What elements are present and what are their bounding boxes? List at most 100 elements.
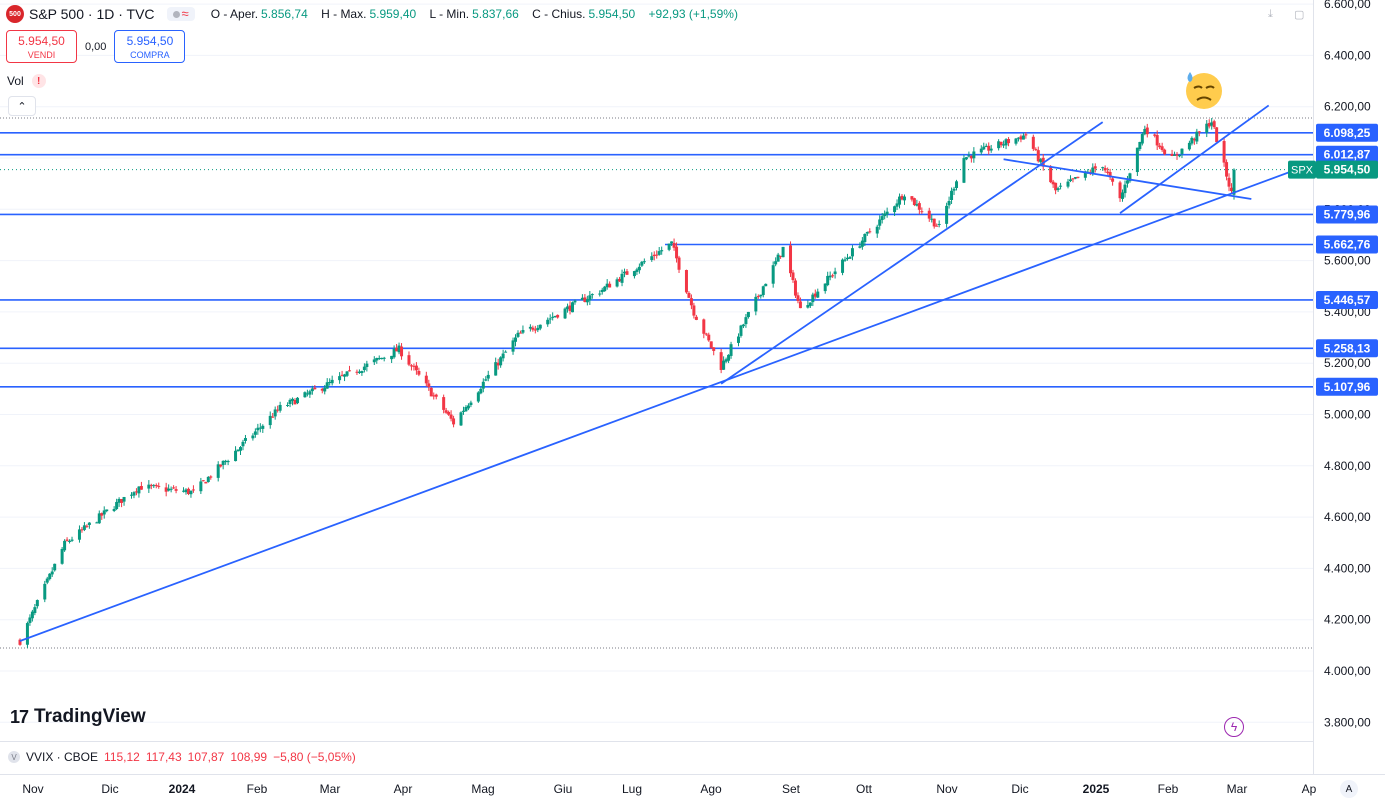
- time-tick: Ott: [855, 782, 873, 796]
- candle: [1106, 167, 1110, 175]
- candle-body: [464, 406, 468, 412]
- candle: [868, 228, 872, 234]
- candle: [566, 303, 570, 313]
- warning-icon[interactable]: !: [31, 74, 46, 88]
- candle: [469, 400, 473, 408]
- candle: [204, 481, 208, 484]
- candle: [186, 487, 190, 496]
- candle-body: [655, 254, 659, 256]
- candle: [291, 397, 295, 406]
- candle-body: [538, 324, 542, 329]
- candle-body: [585, 299, 589, 303]
- time-tick: 2025: [1082, 782, 1110, 796]
- candle-body: [598, 293, 602, 295]
- candle: [100, 512, 104, 520]
- candle: [848, 256, 852, 259]
- candle-body: [935, 225, 939, 227]
- candle: [377, 355, 381, 360]
- candle-body: [43, 583, 47, 600]
- candle: [504, 350, 508, 353]
- auto-scale-button[interactable]: A: [1340, 780, 1358, 798]
- candle-body: [1039, 159, 1043, 163]
- candle-body: [293, 399, 297, 405]
- candle-body: [102, 510, 106, 515]
- candle: [122, 496, 126, 506]
- candle: [236, 449, 240, 452]
- level-label-bg: [1316, 123, 1378, 142]
- time-axis[interactable]: A Nov Dic 2024 Feb Mar Apr Mag Giu Lug Ago Set Ott N…: [0, 774, 1385, 808]
- time-tick: Dic: [101, 782, 119, 796]
- candle: [791, 269, 795, 283]
- candle-body: [234, 450, 238, 462]
- time-tick: Mar: [319, 782, 341, 796]
- candle: [35, 599, 39, 609]
- candle-body: [330, 379, 334, 384]
- candle: [68, 539, 72, 544]
- candle-body: [972, 151, 976, 159]
- candle-body: [286, 404, 290, 406]
- vvix-pane[interactable]: V VVIX · CBOE 115,12 117,43 107,87 108,9…: [0, 741, 1313, 774]
- candle-body: [997, 141, 1001, 149]
- candle-body: [476, 392, 480, 402]
- trendline: [1119, 104, 1270, 214]
- candle-body: [885, 211, 889, 215]
- maximize-icon[interactable]: ▢: [1294, 9, 1305, 21]
- collapse-legend-button[interactable]: ⌃: [8, 96, 36, 116]
- volume-legend: Vol !: [7, 74, 46, 88]
- symbol-title[interactable]: S&P 500 · 1D · TVC: [29, 6, 155, 22]
- candle: [293, 398, 297, 405]
- candle-body: [45, 578, 49, 583]
- price-tick: 6.200,00: [1324, 100, 1371, 114]
- candle: [372, 356, 376, 366]
- candle-body: [390, 355, 394, 360]
- candle-body: [637, 266, 641, 271]
- candle-body: [276, 409, 280, 411]
- buy-button[interactable]: 5.954,50 COMPRA: [114, 30, 186, 63]
- candle-body: [303, 392, 307, 398]
- candle: [365, 360, 369, 372]
- visibility-icon[interactable]: V: [8, 751, 20, 763]
- candle: [883, 210, 887, 220]
- time-tick: Feb: [246, 782, 268, 796]
- candle-body: [883, 213, 887, 217]
- candle-body: [77, 529, 81, 540]
- tradingview-logo[interactable]: 17 TradingView: [10, 706, 146, 727]
- candle: [1111, 176, 1115, 186]
- candle: [1197, 131, 1201, 137]
- candle-body: [759, 294, 763, 297]
- sell-button[interactable]: 5.954,50 VENDI: [6, 30, 77, 63]
- chart-status-pill[interactable]: ≈: [166, 7, 195, 21]
- candle: [880, 212, 884, 224]
- candle-body: [323, 387, 327, 392]
- candle-body: [1195, 131, 1199, 142]
- lightning-icon[interactable]: ϟ: [1224, 717, 1244, 737]
- candle-body: [449, 414, 453, 419]
- candle-body: [147, 484, 151, 489]
- candle-body: [273, 409, 277, 417]
- candle-body: [962, 158, 966, 183]
- candle: [650, 252, 654, 262]
- download-icon[interactable]: ⤓: [1268, 8, 1273, 20]
- level-label-bg: [1316, 377, 1378, 396]
- candle: [273, 406, 277, 420]
- candle-body: [70, 539, 74, 541]
- candle: [1019, 134, 1023, 143]
- candle-body: [60, 548, 64, 564]
- time-tick: 2024: [168, 782, 196, 796]
- price-tick: 6.600,00: [1324, 0, 1371, 11]
- candle: [1190, 136, 1194, 146]
- volume-label: Vol: [7, 74, 24, 88]
- candle-body: [1125, 180, 1129, 184]
- candle: [536, 325, 540, 333]
- candle: [704, 332, 708, 336]
- candle: [499, 356, 503, 368]
- candle-body: [1076, 176, 1080, 178]
- candle: [603, 285, 607, 292]
- candle: [268, 411, 272, 429]
- level-label: 5.779,96: [1324, 207, 1371, 221]
- candle-body: [625, 271, 629, 275]
- candle: [635, 267, 639, 275]
- candle-body: [397, 345, 401, 353]
- candle-body: [120, 498, 124, 503]
